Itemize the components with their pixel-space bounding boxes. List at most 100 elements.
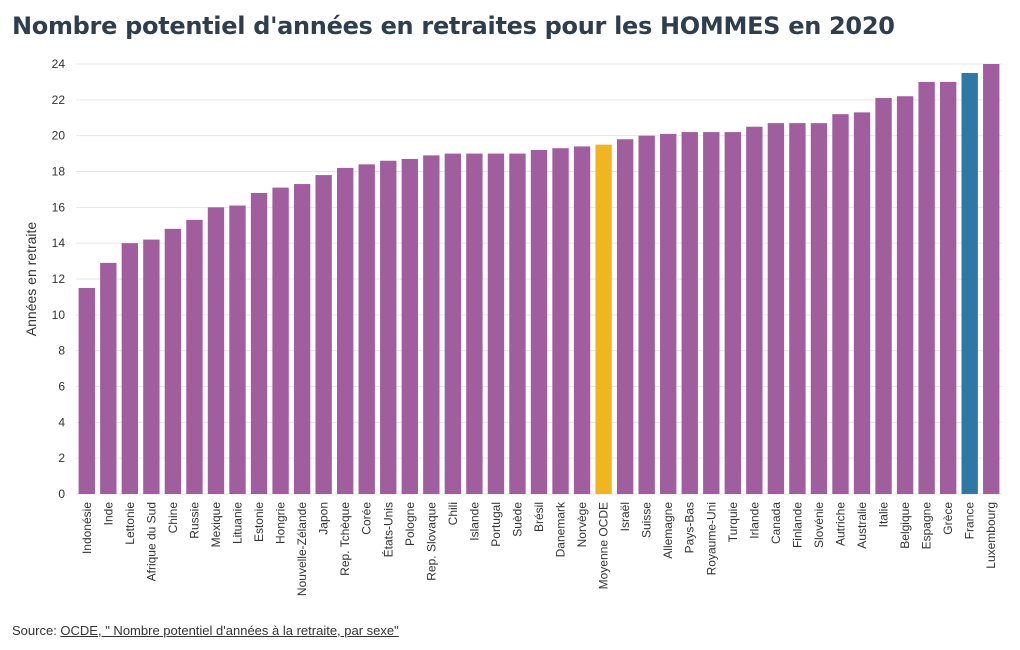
x-tick-label: Belgique xyxy=(898,502,912,549)
bar-pays-bas[interactable] xyxy=(681,132,698,495)
bar-russie[interactable] xyxy=(186,219,203,494)
x-tick-label: Chine xyxy=(166,502,180,534)
bar-turquie[interactable] xyxy=(724,132,741,495)
x-tick-label: Royaume-Uni xyxy=(704,502,718,575)
x-tick-label: Irlande xyxy=(747,502,761,539)
bar-cor-e[interactable] xyxy=(358,164,375,495)
x-tick-label: Portugal xyxy=(489,502,503,547)
x-tick-label: Nouvelle-Zélande xyxy=(295,502,309,596)
bar-japon[interactable] xyxy=(315,175,332,495)
y-tick-label: 0 xyxy=(58,487,65,501)
x-tick-label: Rep. Slovaque xyxy=(424,502,438,581)
bar-slov-nie[interactable] xyxy=(810,123,828,494)
bar-irlande[interactable] xyxy=(746,126,763,494)
bar--tats-unis[interactable] xyxy=(380,160,397,494)
bar-afrique-du-sud[interactable] xyxy=(143,239,160,494)
x-tick-label: Japon xyxy=(317,502,331,535)
x-tick-label: Turquie xyxy=(726,502,740,543)
x-tick-label: Brésil xyxy=(532,502,546,532)
x-tick-label: Danemark xyxy=(554,501,568,557)
x-tick-label: Moyenne OCDE xyxy=(597,502,611,589)
y-tick-label: 16 xyxy=(52,200,66,214)
x-tick-label: France xyxy=(963,502,977,540)
bar-inde[interactable] xyxy=(100,262,117,494)
x-tick-label: Lettonie xyxy=(123,502,137,545)
bar-chili[interactable] xyxy=(444,153,462,495)
y-tick-label: 10 xyxy=(52,308,66,322)
y-tick-label: 12 xyxy=(52,272,66,286)
y-tick-label: 22 xyxy=(52,93,66,107)
x-tick-label: Canada xyxy=(769,502,783,544)
x-tick-label: Estonie xyxy=(252,502,266,542)
bar-lettonie[interactable] xyxy=(121,243,139,494)
bar-danemark[interactable] xyxy=(552,148,569,495)
source-link[interactable]: OCDE, " Nombre potentiel d'années à la r… xyxy=(60,623,399,638)
bar-espagne[interactable] xyxy=(918,81,935,495)
bar-lituanie[interactable] xyxy=(229,205,246,494)
bar-autriche[interactable] xyxy=(832,114,849,495)
x-axis-labels: Indonésie Inde Lettonie Afrique du Sud Chine… xyxy=(80,501,998,596)
y-tick-label: 2 xyxy=(58,451,65,465)
x-tick-label: Rep. Tchèque xyxy=(338,502,352,576)
source-prefix: Source: xyxy=(12,623,61,638)
bar-canada[interactable] xyxy=(767,123,785,494)
bar-isra-l[interactable] xyxy=(616,139,634,494)
x-tick-label: Russie xyxy=(187,502,201,539)
x-tick-label: Italie xyxy=(877,502,891,528)
x-tick-label: Slovénie xyxy=(812,502,826,548)
bar-luxembourg[interactable] xyxy=(983,64,1000,494)
y-tick-label: 18 xyxy=(52,165,66,179)
x-tick-label: Corée xyxy=(360,502,374,535)
x-tick-label: Mexique xyxy=(209,502,223,548)
x-tick-label: Grèce xyxy=(941,502,955,535)
bar-norv-ge[interactable] xyxy=(573,146,591,494)
x-tick-label: Pologne xyxy=(403,502,417,546)
bar-gr-ce[interactable] xyxy=(939,81,957,495)
bar-su-de[interactable] xyxy=(509,153,526,495)
y-tick-label: 14 xyxy=(52,236,66,250)
bar-allemagne[interactable] xyxy=(660,133,677,494)
bar-suisse[interactable] xyxy=(638,135,655,494)
x-tick-label: Chili xyxy=(446,502,460,525)
bar-br-sil[interactable] xyxy=(530,150,548,494)
bar-france[interactable] xyxy=(961,72,978,494)
x-tick-label: Suisse xyxy=(640,502,654,538)
bar-portugal[interactable] xyxy=(487,153,505,495)
x-tick-label: Finlande xyxy=(790,502,804,548)
chart-title: Nombre potentiel d'années en retraites p… xyxy=(12,12,895,40)
x-tick-label: Hongrie xyxy=(274,502,288,544)
x-tick-label: Espagne xyxy=(920,502,934,550)
x-tick-label: Islande xyxy=(467,502,481,541)
x-tick-label: Pays-Bas xyxy=(683,502,697,553)
bar-mexique[interactable] xyxy=(207,207,225,495)
bar-indon-sie[interactable] xyxy=(78,287,95,494)
x-tick-label: Afrique du Sud xyxy=(144,502,158,581)
y-tick-label: 4 xyxy=(58,415,65,429)
x-tick-label: Suède xyxy=(510,502,524,537)
bar-nouvelle-z-lande[interactable] xyxy=(293,184,311,494)
x-tick-label: Australie xyxy=(855,502,869,549)
bar-moyenne-ocde[interactable] xyxy=(595,144,612,494)
source-note: Source: OCDE, " Nombre potentiel d'année… xyxy=(12,623,399,638)
x-tick-label: Allemagne xyxy=(661,502,675,559)
y-tick-label: 24 xyxy=(52,57,66,71)
bar-chine[interactable] xyxy=(164,228,182,495)
bar-belgique[interactable] xyxy=(896,96,914,494)
bar-italie[interactable] xyxy=(875,98,892,495)
x-tick-label: Luxembourg xyxy=(984,502,998,569)
x-tick-label: États-Unis xyxy=(380,502,395,557)
x-tick-label: Lituanie xyxy=(231,502,245,544)
bar-pologne[interactable] xyxy=(401,158,418,495)
bar-royaume-uni[interactable] xyxy=(703,132,720,495)
y-tick-label: 20 xyxy=(52,129,66,143)
bar-rep-tch-que[interactable] xyxy=(337,167,354,494)
bar-australie[interactable] xyxy=(853,112,871,494)
bar-rep-slovaque[interactable] xyxy=(423,155,440,494)
y-tick-label: 8 xyxy=(58,344,65,358)
bar-finlande[interactable] xyxy=(789,123,806,494)
bar-islande[interactable] xyxy=(466,153,483,495)
bar-estonie[interactable] xyxy=(250,193,268,494)
x-tick-label: Norvège xyxy=(575,502,589,548)
bar-hongrie[interactable] xyxy=(272,187,289,494)
